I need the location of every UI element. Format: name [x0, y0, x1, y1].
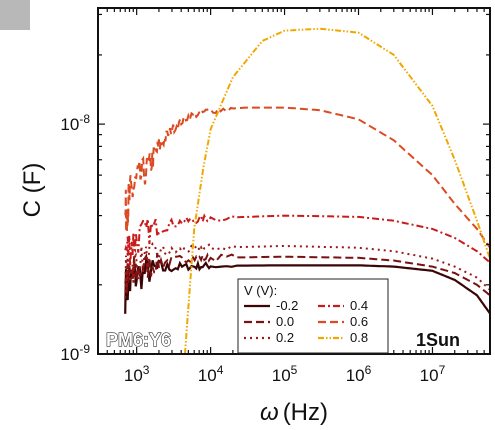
x-tick-label: 106	[346, 363, 372, 385]
legend-label-0.2: 0.2	[276, 330, 294, 345]
legend-label--0.2: -0.2	[276, 298, 298, 313]
legend-label-0.6: 0.6	[350, 314, 368, 329]
y-tick-label: 10-8	[60, 112, 90, 134]
y-axis-title: C (F)	[19, 163, 46, 218]
x-tick-label: 105	[272, 363, 298, 385]
x-tick-label: 104	[198, 363, 224, 385]
illumination-annotation: 1Sun	[416, 330, 460, 350]
x-axis-title: ω (Hz)	[260, 399, 328, 426]
legend-label-0.8: 0.8	[350, 330, 368, 345]
series-line-0.0	[124, 252, 490, 297]
axis-tick-labels: 103 104 105 106 107 10-9 10-8	[60, 112, 445, 385]
panel-label-block	[0, 0, 30, 30]
plot-frame	[97, 7, 491, 355]
sample-annotation: PM6:Y6	[106, 330, 171, 350]
legend-box	[237, 278, 389, 354]
legend-label-0.0: 0.0	[276, 314, 294, 329]
series-line-0.4	[124, 213, 490, 267]
x-tick-label: 103	[124, 363, 150, 385]
series-line--0.2	[124, 255, 490, 315]
series-line-0.8	[184, 27, 490, 354]
y-tick-label: 10-9	[60, 342, 90, 364]
legend-label-0.4: 0.4	[350, 298, 368, 313]
x-tick-label: 107	[420, 363, 446, 385]
series-line-0.2	[124, 242, 490, 299]
legend-title: V (V):	[244, 283, 277, 298]
series-line-0.6	[124, 106, 490, 249]
legend: V (V): -0.20.00.2 0.40.60.8	[237, 278, 389, 354]
